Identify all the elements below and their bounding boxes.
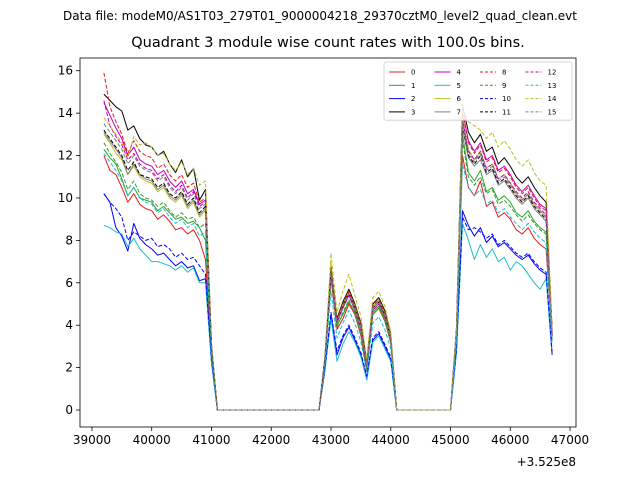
legend-label-11: 11 [502,108,511,116]
series-line-2 [103,193,553,411]
series-line-7 [103,127,553,411]
x-tick-label: 39000 [73,433,111,447]
legend-label-4: 4 [457,69,462,77]
legend-label-0: 0 [411,69,415,77]
chart-title: Quadrant 3 module wise count rates with … [131,35,525,51]
y-tick-label: 16 [58,64,73,78]
legend-label-6: 6 [457,95,462,103]
x-tick-label: 45000 [431,433,469,447]
series-line-0 [103,155,553,411]
legend-label-2: 2 [411,95,415,103]
x-offset-label: +3.525e8 [517,455,576,469]
x-tick-label: 40000 [133,433,171,447]
legend-label-12: 12 [548,69,557,77]
x-axis: 39000 40000 41000 42000 43000 44000 45000 46000… [73,427,589,447]
x-tick-label: 42000 [252,433,290,447]
x-tick-label: 47000 [551,433,589,447]
series-line-4 [103,102,553,411]
y-tick-label: 2 [65,361,73,375]
legend-label-7: 7 [457,108,461,116]
legend-label-13: 13 [548,82,557,90]
series-line-14 [103,106,553,411]
y-tick-label: 6 [65,276,73,290]
x-tick-label: 46000 [491,433,529,447]
y-tick-label: 4 [65,318,73,332]
x-tick-label: 41000 [192,433,230,447]
legend-label-14: 14 [548,95,557,103]
legend-label-10: 10 [502,95,511,103]
legend-label-15: 15 [548,108,557,116]
series-line-5 [103,222,553,411]
legend-label-3: 3 [411,108,415,116]
legend-label-9: 9 [502,82,506,90]
series-line-13 [103,153,553,411]
series-line-11 [103,123,553,411]
series-line-9 [103,140,553,411]
series-line-10 [103,193,553,411]
legend-box [383,61,573,121]
plot-frame [79,57,577,428]
legend-label-1: 1 [411,82,415,90]
x-tick-label: 44000 [372,433,410,447]
x-tick-label: 43000 [312,433,350,447]
y-tick-label: 0 [65,403,73,417]
plot-lines [103,72,553,411]
y-tick-label: 14 [58,106,73,120]
suptitle: Data file: modeM0/AS1T03_279T01_90000042… [63,9,577,23]
legend-label-5: 5 [457,82,461,90]
series-line-3 [103,93,553,411]
y-tick-label: 8 [65,233,73,247]
y-tick-label: 10 [58,191,73,205]
y-axis: 0 2 4 6 8 10 12 14 16 [58,64,80,417]
series-line-8 [103,72,553,411]
y-tick-label: 12 [58,149,73,163]
series-line-15 [103,121,553,411]
legend-label-8: 8 [502,69,506,77]
